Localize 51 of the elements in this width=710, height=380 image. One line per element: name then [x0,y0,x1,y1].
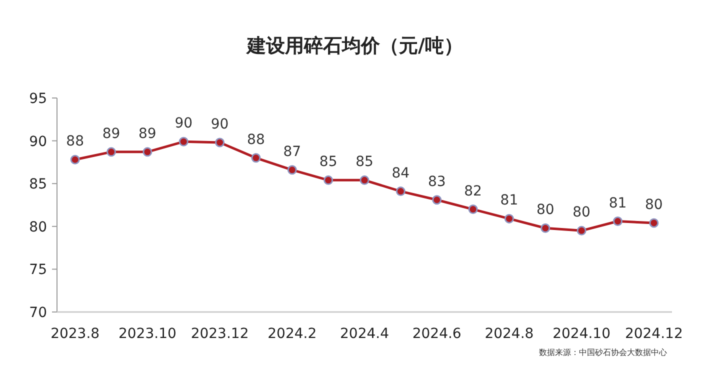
data-label: 80 [536,202,554,218]
y-tick-label: 85 [29,176,47,193]
data-label: 85 [356,154,374,170]
source-note: 数据来源：中国砂石协会大数据中心 [539,348,667,357]
x-tick-label: 2024.6 [412,326,462,342]
point [649,218,659,228]
point [287,165,297,175]
data-label: 81 [608,195,627,212]
y-tick-label: 75 [29,262,47,278]
chart-title: 建设用碎石均价（元/吨） [245,35,463,57]
data-label: 83 [428,174,446,190]
point [70,154,80,164]
data-label: 84 [392,165,410,182]
data-label: 90 [210,116,229,133]
x-tick-label: 2024.12 [624,326,683,342]
point [324,175,334,185]
point [251,153,261,163]
x-tick-label: 2023.8 [50,326,100,342]
point [468,204,478,214]
data-label: 81 [500,192,518,209]
data-label: 82 [464,183,482,200]
point [504,214,514,224]
point [360,175,370,185]
data-label: 88 [66,134,84,150]
point [432,195,442,205]
x-tick-label: 2024.8 [484,326,534,342]
data-label: 89 [138,126,156,142]
data-label: 90 [174,116,193,132]
data-label: 85 [319,154,338,170]
y-tick-label: 80 [29,219,47,236]
data-label: 80 [572,204,590,221]
point [215,138,225,148]
data-label: 87 [283,144,302,160]
data-label: 89 [102,126,120,142]
x-tick-label: 2024.10 [552,326,611,342]
y-tick-label: 70 [29,305,47,321]
point [142,147,152,157]
point [612,216,622,226]
y-tick-label: 90 [29,134,47,150]
point [396,186,406,196]
point [576,226,586,236]
x-tick-label: 2024.4 [340,326,390,342]
point [540,223,550,233]
x-tick-label: 2023.12 [190,326,249,342]
point [178,136,188,146]
x-tick-label: 2023.10 [118,326,176,342]
x-tick-label: 2024.2 [268,326,317,342]
data-label: 80 [645,196,663,213]
y-tick-label: 95 [29,91,47,107]
point [106,147,116,157]
data-label: 88 [247,132,265,148]
